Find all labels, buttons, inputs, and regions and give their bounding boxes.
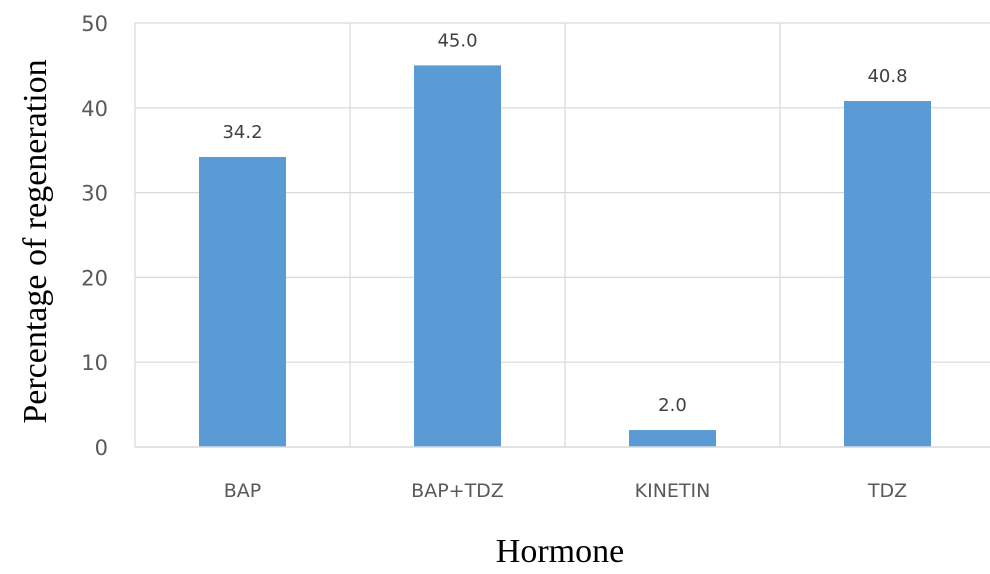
y-tick-label: 40 <box>81 97 108 121</box>
x-axis-title: Hormone <box>496 533 624 569</box>
data-label: 2.0 <box>658 395 687 416</box>
y-tick-label: 20 <box>81 266 108 290</box>
bar-tdz <box>844 101 931 448</box>
x-tick-label: TDZ <box>867 480 907 502</box>
bar-bap-tdz <box>414 65 501 448</box>
y-axis-title: Percentage of regeneration <box>17 59 54 423</box>
y-tick-label: 0 <box>95 436 108 460</box>
bars <box>199 65 931 448</box>
y-axis-ticks: 0 10 20 30 40 50 <box>81 12 108 460</box>
y-tick-label: 30 <box>81 182 108 206</box>
x-tick-label: KINETIN <box>635 480 711 502</box>
x-tick-label: BAP+TDZ <box>411 480 504 502</box>
bar-kinetin <box>629 430 716 447</box>
data-labels: 34.2 45.0 2.0 40.8 <box>222 30 907 416</box>
y-tick-label: 50 <box>81 12 108 36</box>
x-axis-ticks: BAP BAP+TDZ KINETIN TDZ <box>224 480 907 502</box>
data-label: 45.0 <box>437 30 477 51</box>
y-tick-label: 10 <box>81 351 108 375</box>
x-tick-label: BAP <box>224 480 262 502</box>
data-label: 40.8 <box>867 66 907 87</box>
data-label: 34.2 <box>222 122 262 143</box>
bar-bap <box>199 156 286 447</box>
